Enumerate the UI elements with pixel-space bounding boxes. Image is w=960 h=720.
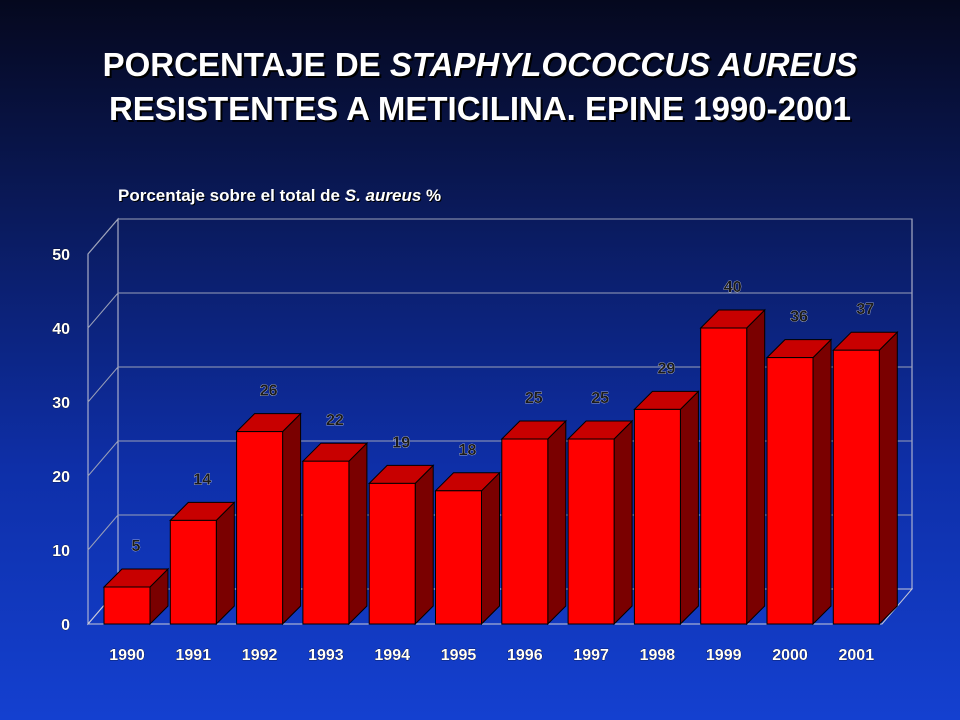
value-label: 5 — [132, 538, 141, 555]
bar-side — [215, 501, 235, 626]
bar-front — [700, 327, 748, 625]
value-label: 40 — [724, 279, 742, 296]
gridline-side — [87, 292, 119, 329]
bar-1995 — [434, 471, 501, 626]
value-label: 26 — [260, 383, 278, 400]
bar-side — [878, 330, 898, 626]
bar-side — [414, 464, 434, 626]
bar-front — [302, 460, 350, 625]
value-label: 37 — [856, 301, 874, 318]
x-tick-label: 1995 — [441, 647, 477, 664]
gridline-side — [87, 440, 119, 477]
bar-front — [103, 586, 151, 625]
y-tick-label: 0 — [61, 617, 70, 634]
bar-side — [282, 412, 302, 626]
bar-front — [633, 408, 681, 625]
x-tick-label: 1990 — [109, 647, 145, 664]
value-label: 36 — [790, 309, 808, 326]
x-tick-label: 1994 — [374, 647, 410, 664]
bar-front — [501, 438, 549, 625]
value-label: 19 — [392, 434, 410, 451]
y-tick-label: 30 — [52, 395, 70, 412]
bar-front — [236, 431, 284, 625]
chart-subtitle-prefix: Porcentaje sobre el total de — [118, 186, 345, 205]
y-tick-label: 20 — [52, 469, 70, 486]
value-label: 25 — [525, 390, 543, 407]
chart-title-line-1: PORCENTAJE DE STAPHYLOCOCCUS AUREUS — [0, 42, 960, 88]
bar-front — [368, 482, 416, 625]
bar-side — [481, 471, 500, 626]
chart-title-italic: STAPHYLOCOCCUS AUREUS — [389, 46, 858, 83]
y-axis-ticks: 0 10 20 30 40 50 — [52, 247, 70, 635]
x-tick-label: 2001 — [839, 647, 875, 664]
value-label: 18 — [459, 442, 477, 459]
y-tick-label: 40 — [52, 321, 70, 338]
bar-1991 — [169, 501, 236, 626]
bar-1994 — [367, 464, 435, 626]
bar-1997 — [566, 419, 634, 626]
value-label: 22 — [326, 412, 344, 429]
x-tick-label: 1997 — [573, 647, 609, 664]
bar-1996 — [500, 419, 568, 626]
gridline-side — [87, 366, 119, 403]
bar-front — [435, 490, 482, 625]
value-label: 25 — [591, 390, 609, 407]
chart-subtitle-suffix: % — [421, 186, 442, 205]
chart-bars — [102, 308, 899, 626]
y-tick-label: 10 — [52, 543, 70, 560]
x-axis-ticks: 1990 1991 1992 1993 1994 1995 1996 1997 1998 1999… — [109, 647, 875, 665]
x-tick-label: 2000 — [772, 647, 808, 664]
x-tick-label: 1993 — [308, 647, 344, 664]
y-tick-label: 50 — [52, 247, 70, 264]
gridline-side — [87, 514, 119, 551]
chart-subtitle-italic: S. aureus — [344, 186, 422, 205]
bar-front — [766, 357, 814, 625]
bar-1992 — [235, 412, 302, 626]
x-tick-label: 1992 — [242, 647, 278, 664]
bar-front — [567, 438, 615, 625]
bar-1990 — [102, 567, 170, 626]
bar-1999 — [699, 308, 766, 626]
bar-side — [679, 390, 699, 626]
x-tick-label: 1996 — [507, 647, 543, 664]
gridline-side — [87, 218, 119, 255]
bar-side — [348, 441, 368, 626]
bar-side — [812, 338, 832, 626]
value-label: 14 — [193, 471, 211, 488]
bar-1998 — [633, 390, 700, 626]
x-tick-label: 1999 — [706, 647, 742, 664]
chart-title-prefix: PORCENTAJE DE — [102, 46, 390, 83]
bar-side — [746, 308, 766, 626]
x-tick-label: 1998 — [640, 647, 676, 664]
bar-front — [832, 349, 880, 625]
chart-title-line-2: RESISTENTES A METICILINA. EPINE 1990-200… — [108, 90, 852, 127]
x-tick-label: 1991 — [176, 647, 212, 664]
bar-front — [169, 519, 217, 625]
bar-side — [547, 419, 567, 626]
bar-2001 — [832, 330, 899, 626]
bar-2000 — [765, 338, 833, 626]
side-wall — [87, 217, 119, 626]
bar-side — [613, 419, 633, 626]
value-labels: 5 14 26 22 19 18 25 25 29 40 36 37 — [131, 279, 874, 556]
value-label: 29 — [658, 360, 676, 377]
chart-subtitle: Porcentaje sobre el total de S. aureus % — [118, 186, 441, 206]
bar-1993 — [301, 441, 369, 626]
